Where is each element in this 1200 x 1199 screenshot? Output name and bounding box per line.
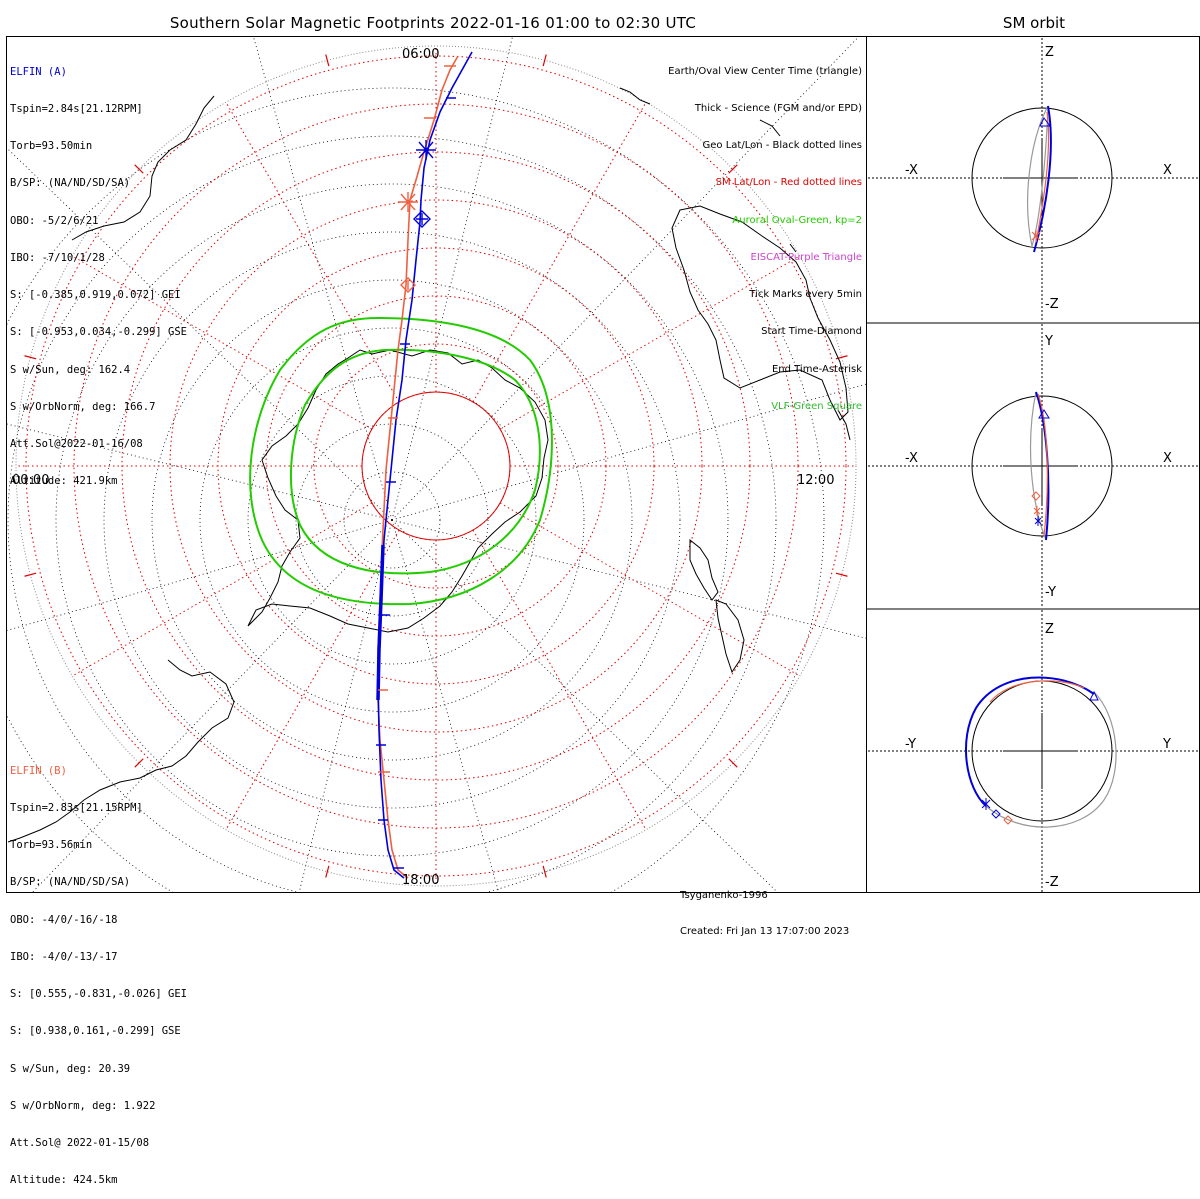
created-credit: Created: Fri Jan 13 17:07:00 2023 — [680, 926, 850, 937]
elfin-b-line: IBO: -4/0/-13/-17 — [10, 950, 118, 963]
legend-entry: SM Lat/Lon - Red dotted lines — [715, 177, 862, 189]
elfin-b-line: Torb=93.56min — [10, 839, 93, 852]
elfin-a-line: Torb=93.50min — [10, 140, 93, 153]
elfin-b-line: OBO: -4/0/-16/-18 — [10, 913, 118, 926]
legend-entry: Geo Lat/Lon - Black dotted lines — [702, 140, 862, 152]
elfin-a-line: S: [-0.385,0.919,0.072] GEI — [10, 289, 181, 302]
elfin-a-line: Altitude: 421.9km — [10, 475, 118, 488]
elfin-b-line: S w/Sun, deg: 20.39 — [10, 1062, 131, 1075]
credits: Tsyganenko-1996 Created: Fri Jan 13 17:0… — [680, 866, 849, 950]
legend-entry: Start Time-Diamond — [761, 326, 862, 338]
legend-entry: End Time-Asterisk — [771, 363, 862, 375]
legend-entry: VLF-Green Square — [771, 400, 862, 412]
elfin-a-line: S: [-0.953,0.034,-0.299] GSE — [10, 326, 188, 339]
sm-orbit-frame — [866, 36, 1200, 893]
elfin-a-line: B/SP: (NA/ND/SD/SA) — [10, 177, 131, 190]
elfin-b-line: B/SP: (NA/ND/SD/SA) — [10, 876, 131, 889]
legend-entry: Auroral Oval-Green, kp=2 — [732, 214, 862, 226]
elfin-b-line: Tspin=2.83s[21.15RPM] — [10, 802, 143, 815]
plot-title: Southern Solar Magnetic Footprints 2022-… — [169, 14, 697, 32]
elfin-a-line: IBO: -7/10/1/28 — [10, 251, 105, 264]
legend-entry: Earth/Oval View Center Time (triangle) — [668, 65, 862, 77]
legend-entry: Tick Marks every 5min — [749, 289, 862, 301]
legend: Earth/Oval View Center Time (triangle) T… — [668, 41, 862, 426]
elfin-a-name: ELFIN (A) — [10, 65, 67, 78]
elfin-a-line: S w/OrbNorm, deg: 166.7 — [10, 400, 156, 413]
model-credit: Tsyganenko-1996 — [680, 890, 768, 901]
elfin-a-line: OBO: -5/2/6/21 — [10, 214, 99, 227]
elfin-a-line: Att.Sol@2022-01-16/08 — [10, 438, 143, 450]
sm-orbit-title: SM orbit — [1002, 14, 1066, 32]
legend-entry: EISCAT-Purple Triangle — [750, 251, 863, 263]
elfin-a-line: S w/Sun, deg: 162.4 — [10, 363, 131, 376]
elfin-b-line: S w/OrbNorm, deg: 1.922 — [10, 1099, 156, 1112]
elfin-b-line: S: [0.938,0.161,-0.299] GSE — [10, 1025, 181, 1038]
elfin-b-line: S: [0.555,-0.831,-0.026] GEI — [10, 988, 188, 1001]
elfin-b-info: ELFIN (B) Tspin=2.83s[21.15RPM] Torb=93.… — [10, 740, 187, 1199]
elfin-b-line: Altitude: 424.5km — [10, 1174, 118, 1187]
elfin-a-line: Tspin=2.84s[21.12RPM] — [10, 103, 143, 116]
legend-entry: Thick - Science (FGM and/or EPD) — [694, 103, 862, 115]
elfin-b-line: Att.Sol@ 2022-01-15/08 — [10, 1137, 150, 1149]
elfin-b-name: ELFIN (B) — [10, 764, 67, 777]
elfin-a-info: ELFIN (A) Tspin=2.84s[21.12RPM] Torb=93.… — [10, 41, 187, 500]
